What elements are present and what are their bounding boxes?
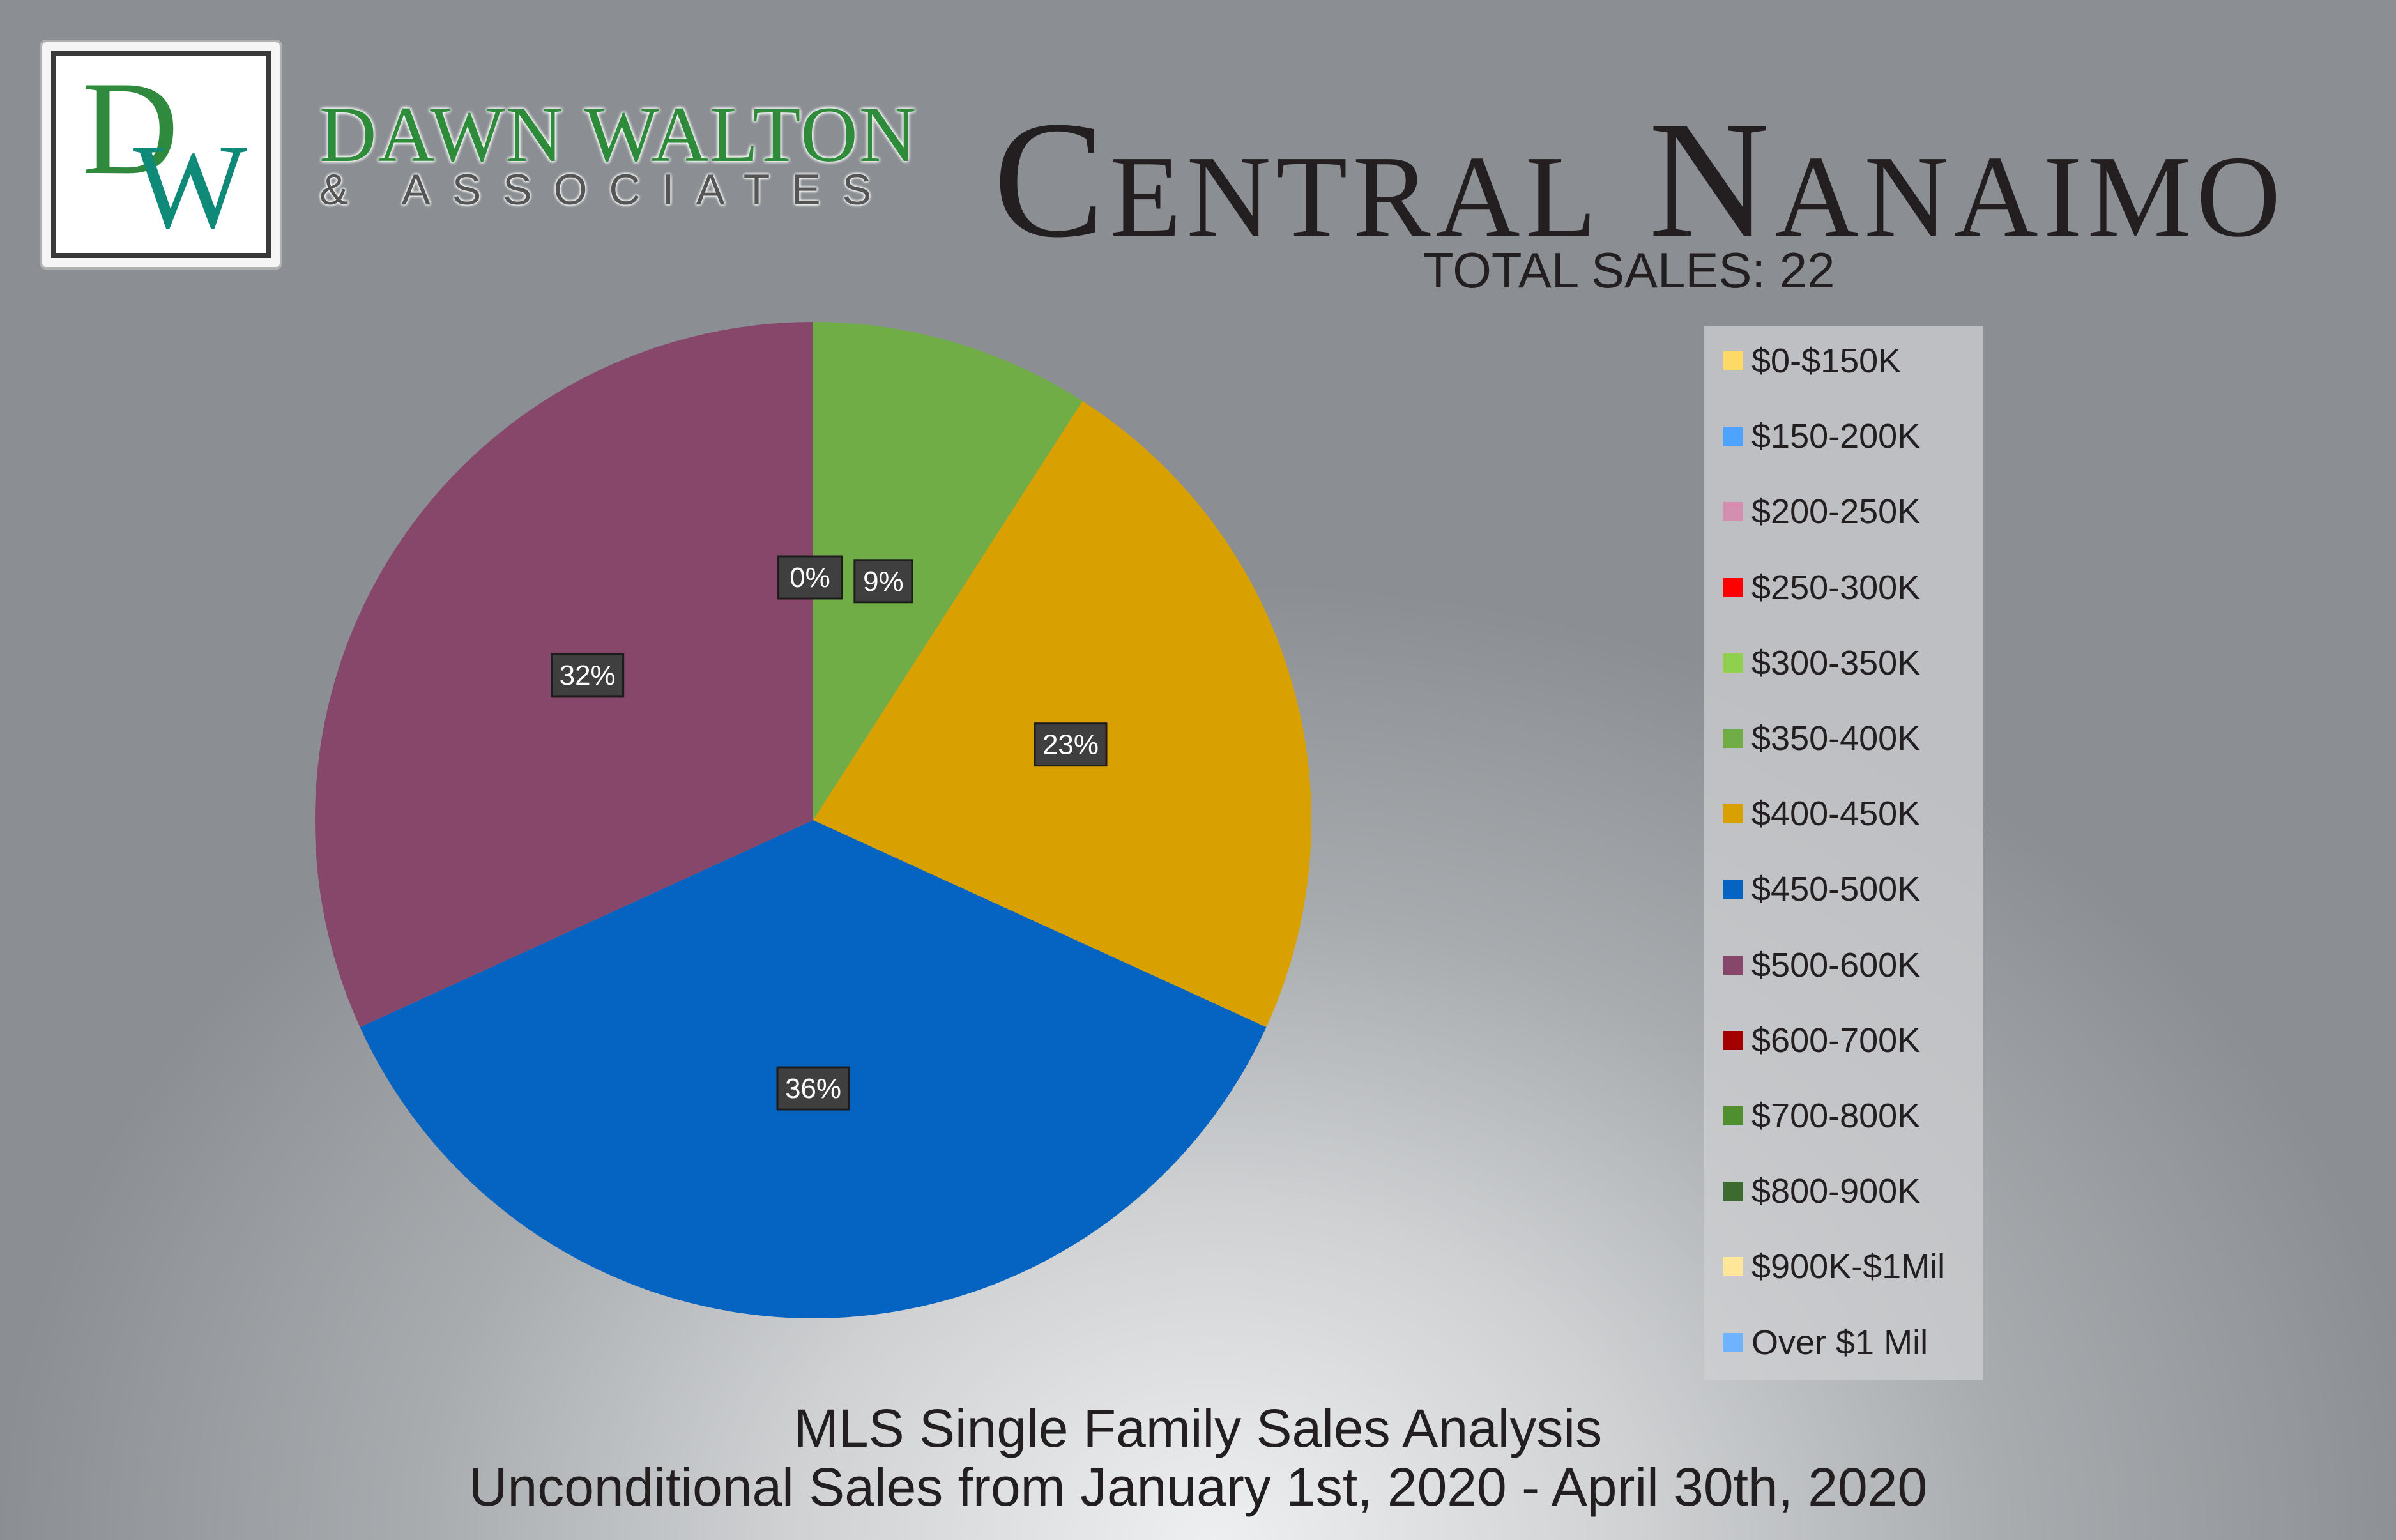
logo-monogram-w: W [133, 120, 248, 254]
legend-item-500-600k: $500-600K [1723, 943, 1920, 987]
svg-text:32%: 32% [560, 660, 616, 691]
legend-item-250-300k: $250-300K [1723, 565, 1920, 610]
legend-label: $200-250K [1751, 492, 1921, 531]
legend-item-400-450k: $400-450K [1723, 791, 1920, 836]
svg-text:0%: 0% [790, 562, 830, 593]
data-label-400-450k: 23% [1034, 722, 1108, 767]
legend-label: $900K-$1Mil [1751, 1247, 1946, 1286]
data-label-450-500k: 36% [776, 1066, 850, 1111]
legend-label: $150-200K [1751, 417, 1921, 456]
legend-label: $500-600K [1751, 945, 1921, 984]
legend-swatch [1723, 351, 1743, 370]
logo: D W [40, 40, 282, 270]
legend-swatch [1723, 880, 1743, 899]
legend-item-800-900k: $800-900K [1723, 1169, 1920, 1214]
total-sales-label: TOTAL SALES: [1423, 242, 1766, 298]
legend-label: $800-900K [1751, 1172, 1921, 1211]
legend-item-0-150k: $0-$150K [1723, 339, 1901, 383]
pie-slice-350-400k [813, 322, 1083, 820]
legend-swatch [1723, 955, 1743, 975]
legend-swatch [1723, 1182, 1743, 1201]
legend-item-700-800k: $700-800K [1723, 1094, 1920, 1138]
brand-subtitle: & ASSOCIATES [319, 165, 894, 214]
legend-swatch [1723, 804, 1743, 824]
legend-swatch [1723, 1332, 1743, 1352]
brand-name: DAWN WALTON [319, 91, 918, 178]
legend-swatch [1723, 577, 1743, 597]
legend-swatch [1723, 1030, 1743, 1050]
logo-frame: D W [51, 51, 271, 258]
legend-item-600-700k: $600-700K [1723, 1018, 1920, 1063]
legend-label: $700-800K [1751, 1097, 1921, 1135]
legend-item-200-250k: $200-250K [1723, 489, 1920, 534]
total-sales-value: 22 [1779, 242, 1835, 298]
svg-text:9%: 9% [863, 566, 904, 597]
legend-label: Over $1 Mil [1751, 1323, 1928, 1362]
legend-item-350-400k: $350-400K [1723, 716, 1920, 761]
pie-slice-400-450k [813, 400, 1311, 1028]
data-label-350-400k: 9% [853, 559, 913, 604]
logo-monogram-d: D [82, 54, 179, 202]
legend-label: $300-350K [1751, 643, 1921, 682]
svg-text:36%: 36% [785, 1073, 841, 1104]
legend-swatch [1723, 427, 1743, 446]
page-title: Central Nanaimo [993, 87, 2286, 272]
legend-swatch [1723, 502, 1743, 522]
legend-item-450-500k: $450-500K [1723, 867, 1920, 911]
legend-item-150-200k: $150-200K [1723, 414, 1920, 459]
legend-label: $600-700K [1751, 1021, 1921, 1060]
legend-label: $450-500K [1751, 870, 1921, 909]
svg-text:23%: 23% [1042, 729, 1099, 761]
legend-label: $0-$150K [1751, 342, 1902, 380]
legend-item-900k-1mil: $900K-$1Mil [1723, 1244, 1945, 1289]
legend-label: $350-400K [1751, 719, 1921, 758]
legend-item-300-350k: $300-350K [1723, 641, 1920, 685]
data-label-300-350k: 0% [777, 555, 843, 600]
legend-swatch [1723, 729, 1743, 748]
legend-swatch [1723, 653, 1743, 673]
data-label-500-600k: 32% [551, 653, 625, 698]
footer-line-1: MLS Single Family Sales Analysis [793, 1398, 1603, 1458]
total-sales: TOTAL SALES: 22 [1423, 241, 1835, 300]
legend-item-over-1-mil: Over $1 Mil [1723, 1320, 1928, 1365]
footer-line-2: Unconditional Sales from January 1st, 20… [468, 1457, 1928, 1517]
chart-legend: $0-$150K $150-200K $200-250K $250-300K $300-… [1704, 326, 1983, 1380]
legend-label: $250-300K [1751, 568, 1921, 607]
legend-swatch [1723, 1257, 1743, 1277]
legend-swatch [1723, 1106, 1743, 1125]
legend-label: $400-450K [1751, 795, 1921, 834]
